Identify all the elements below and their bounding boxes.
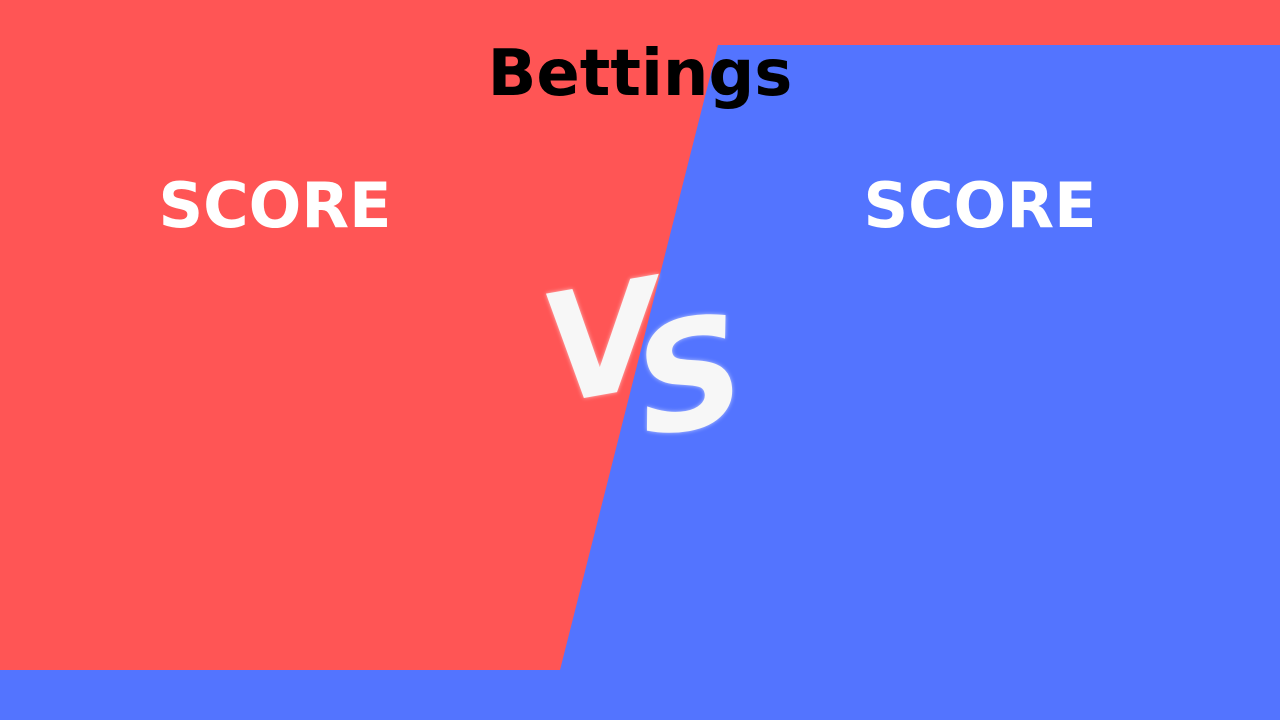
right-score-label: SCORE [863, 169, 1097, 242]
left-score-label: SCORE [158, 169, 392, 242]
versus-s-letter: S [621, 281, 759, 473]
versus-icon: V S [530, 247, 759, 473]
blue-panel [0, 45, 1280, 720]
page-title: Bettings [487, 37, 793, 111]
